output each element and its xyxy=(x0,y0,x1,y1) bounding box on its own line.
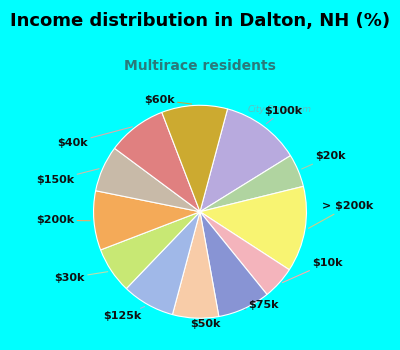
Text: Income distribution in Dalton, NH (%): Income distribution in Dalton, NH (%) xyxy=(10,12,390,30)
Wedge shape xyxy=(200,212,289,294)
Text: $60k: $60k xyxy=(144,95,192,105)
Wedge shape xyxy=(172,212,219,318)
Text: $75k: $75k xyxy=(245,300,279,310)
Text: $200k: $200k xyxy=(36,215,90,225)
Text: City-Data.com: City-Data.com xyxy=(247,105,311,114)
Text: > $200k: > $200k xyxy=(308,202,374,228)
Text: $100k: $100k xyxy=(264,106,302,124)
Text: $40k: $40k xyxy=(58,127,132,148)
Wedge shape xyxy=(101,212,200,289)
Wedge shape xyxy=(162,105,228,212)
Wedge shape xyxy=(114,112,200,212)
Wedge shape xyxy=(200,156,303,212)
Wedge shape xyxy=(96,148,200,212)
Text: $30k: $30k xyxy=(55,272,108,283)
Text: $50k: $50k xyxy=(190,318,220,329)
Text: $10k: $10k xyxy=(282,258,342,282)
Text: Multirace residents: Multirace residents xyxy=(124,58,276,72)
Wedge shape xyxy=(200,109,290,212)
Wedge shape xyxy=(200,212,267,316)
Wedge shape xyxy=(126,212,200,315)
Text: $20k: $20k xyxy=(302,152,346,169)
Wedge shape xyxy=(94,191,200,250)
Wedge shape xyxy=(200,186,306,270)
Text: $125k: $125k xyxy=(103,307,145,321)
Text: $150k: $150k xyxy=(36,169,99,185)
